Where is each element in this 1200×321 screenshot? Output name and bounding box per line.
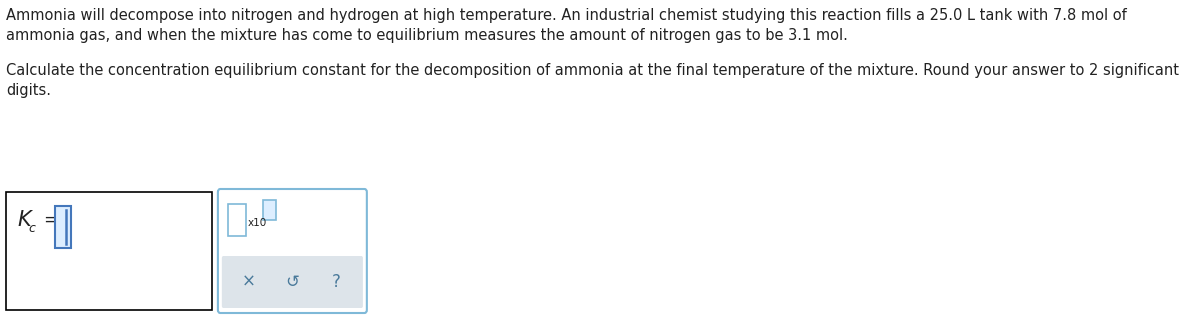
Text: Ammonia will decompose into nitrogen and hydrogen at high temperature. An indust: Ammonia will decompose into nitrogen and… (6, 8, 1127, 23)
Bar (55, 206, 71, 248)
FancyBboxPatch shape (218, 189, 367, 313)
Text: Calculate the concentration equilibrium constant for the decomposition of ammoni: Calculate the concentration equilibrium … (6, 63, 1180, 78)
Text: K: K (18, 210, 31, 230)
Text: ×: × (241, 273, 256, 291)
Text: =: = (43, 211, 58, 229)
Bar (6, 192, 212, 310)
FancyBboxPatch shape (222, 256, 362, 308)
Text: c: c (29, 222, 35, 236)
Text: ↺: ↺ (286, 273, 299, 291)
Text: x10: x10 (247, 218, 266, 228)
Bar (263, 200, 276, 220)
Text: ?: ? (331, 273, 341, 291)
Bar (228, 204, 246, 236)
Text: ammonia gas, and when the mixture has come to equilibrium measures the amount of: ammonia gas, and when the mixture has co… (6, 28, 848, 43)
Text: digits.: digits. (6, 83, 52, 98)
